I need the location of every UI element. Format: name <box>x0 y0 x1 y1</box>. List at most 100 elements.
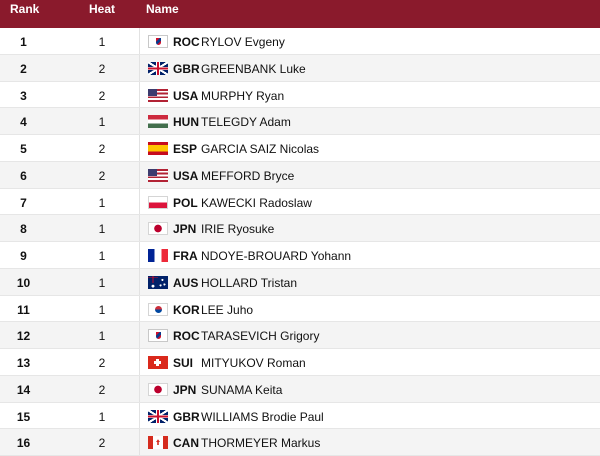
table-row[interactable]: 14 2 JPN SUNAMA Keita <box>0 375 600 403</box>
column-divider <box>139 215 140 241</box>
athlete-name-link[interactable]: HOLLARD Tristan <box>201 275 298 290</box>
table-row[interactable]: 12 1 ROC TARASEVICH Grigory <box>0 322 600 349</box>
country-code: ESP <box>173 142 198 156</box>
column-divider <box>139 108 140 134</box>
country-code: GBR <box>173 409 200 424</box>
athlete-name-link[interactable]: MITYUKOV Roman <box>201 356 306 370</box>
table-row[interactable]: 6 2 USA MEFFORD Bryce <box>0 161 600 189</box>
table-row[interactable]: 3 2 USA MURPHY Ryan <box>0 81 600 109</box>
roc-flag-icon <box>148 329 168 343</box>
column-divider <box>139 268 140 295</box>
athlete-name-link[interactable]: NDOYE-BROUARD Yohann <box>201 249 352 263</box>
table-row[interactable]: 10 1 AUS HOLLARD Tristan <box>0 268 600 296</box>
table-row[interactable]: 4 1 HUN TELEGDY Adam <box>0 108 600 135</box>
column-divider <box>139 28 140 54</box>
column-header-rank[interactable]: Rank <box>10 2 40 16</box>
heat-cell: 1 <box>98 35 106 49</box>
table-row[interactable]: 7 1 POL KAWECKI Radoslaw <box>0 188 600 216</box>
aus-flag-icon <box>148 275 168 289</box>
rank-cell: 11 <box>17 302 30 317</box>
rank-cell: 9 <box>20 249 27 263</box>
column-divider <box>139 161 140 188</box>
column-divider <box>139 375 140 402</box>
column-divider <box>139 322 140 348</box>
athlete-name-link[interactable]: THORMEYER Markus <box>201 436 321 451</box>
athlete-name-link[interactable]: MURPHY Ryan <box>201 88 285 103</box>
athlete-name-link[interactable]: SUNAMA Keita <box>201 382 283 397</box>
table-row[interactable]: 15 1 GBR WILLIAMS Brodie Paul <box>0 402 600 430</box>
column-header-heat[interactable]: Heat <box>89 2 116 16</box>
athlete-name-link[interactable]: TELEGDY Adam <box>201 115 291 130</box>
athlete-name-link[interactable]: KAWECKI Radoslaw <box>201 195 312 210</box>
heat-cell: 1 <box>98 329 106 344</box>
column-divider <box>139 295 140 322</box>
heat-cell: 1 <box>98 302 106 317</box>
heat-cell: 1 <box>98 195 106 210</box>
country-code: USA <box>173 168 199 183</box>
heat-cell: 1 <box>98 409 106 424</box>
country-code: USA <box>173 88 199 103</box>
table-header: Rank Heat Name <box>0 0 600 28</box>
heat-cell: 1 <box>98 275 106 290</box>
athlete-name-link[interactable]: MEFFORD Bryce <box>201 168 295 183</box>
table-row[interactable]: 13 2 SUI MITYUKOV Roman <box>0 349 600 376</box>
table-row[interactable]: 16 2 CAN THORMEYER Markus <box>0 429 600 456</box>
heat-cell: 1 <box>98 249 106 263</box>
country-code: KOR <box>173 302 200 317</box>
rank-cell: 1 <box>20 35 27 49</box>
table-row[interactable]: 11 1 KOR LEE Juho <box>0 295 600 323</box>
athlete-name-link[interactable]: LEE Juho <box>201 302 254 317</box>
usa-flag-icon <box>148 88 168 102</box>
table-row[interactable]: 5 2 ESP GARCIA SAIZ Nicolas <box>0 135 600 162</box>
roc-flag-icon <box>148 35 168 48</box>
fra-flag-icon <box>148 249 168 262</box>
rank-cell: 3 <box>20 88 27 103</box>
esp-flag-icon <box>148 142 168 155</box>
heat-cell: 1 <box>98 115 106 130</box>
table-row[interactable]: 8 1 JPN IRIE Ryosuke <box>0 215 600 242</box>
country-code: GBR <box>173 61 200 76</box>
rank-cell: 13 <box>16 356 31 370</box>
rank-cell: 16 <box>16 436 31 451</box>
athlete-name-link[interactable]: TARASEVICH Grigory <box>201 329 320 344</box>
rank-cell: 7 <box>20 195 27 210</box>
can-flag-icon <box>148 436 168 450</box>
kor-flag-icon <box>148 302 168 316</box>
jpn-flag-icon <box>148 222 168 236</box>
column-header-name[interactable]: Name <box>146 2 179 16</box>
usa-flag-icon <box>148 168 168 182</box>
jpn-flag-icon <box>148 382 168 396</box>
athlete-name-link[interactable]: RYLOV Evgeny <box>201 35 285 49</box>
country-code: ROC <box>173 329 200 344</box>
athlete-name-link[interactable]: IRIE Ryosuke <box>201 222 275 237</box>
country-code: FRA <box>173 249 198 263</box>
column-divider <box>139 402 140 429</box>
column-divider <box>139 349 140 375</box>
column-divider <box>139 188 140 215</box>
table-row[interactable]: 2 2 GBR GREENBANK Luke <box>0 54 600 82</box>
rank-cell: 14 <box>16 382 31 397</box>
heat-cell: 1 <box>98 222 106 237</box>
athlete-name-link[interactable]: GREENBANK Luke <box>201 61 306 76</box>
column-divider <box>139 81 140 108</box>
pol-flag-icon <box>148 195 168 209</box>
sui-flag-icon <box>148 356 168 369</box>
table-row[interactable]: 9 1 FRA NDOYE-BROUARD Yohann <box>0 242 600 269</box>
heat-cell: 2 <box>98 88 106 103</box>
heat-cell: 2 <box>98 436 106 451</box>
athlete-name-link[interactable]: WILLIAMS Brodie Paul <box>201 409 324 424</box>
heat-cell: 2 <box>98 61 106 76</box>
column-divider <box>139 242 140 268</box>
rank-cell: 6 <box>20 168 27 183</box>
rank-cell: 10 <box>16 275 31 290</box>
table-row[interactable]: 1 1 ROC RYLOV Evgeny <box>0 28 600 55</box>
gbr-flag-icon <box>148 409 168 423</box>
heat-cell: 2 <box>98 356 106 370</box>
country-code: SUI <box>173 356 194 370</box>
athlete-name-link[interactable]: GARCIA SAIZ Nicolas <box>201 142 320 156</box>
rank-cell: 2 <box>20 61 27 76</box>
rank-cell: 12 <box>16 329 31 344</box>
country-code: HUN <box>173 115 199 130</box>
